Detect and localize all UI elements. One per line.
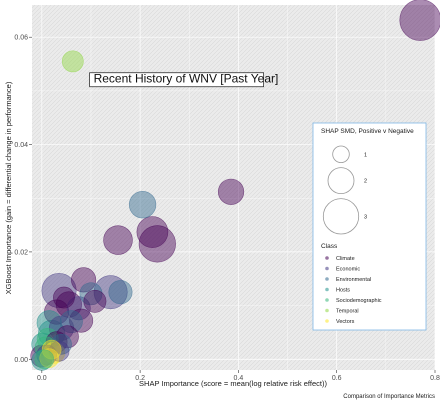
data-points	[30, 0, 440, 371]
data-point	[61, 50, 84, 73]
x-tick-label: 0.8	[430, 375, 440, 382]
x-tick-label: 0.6	[332, 375, 342, 382]
x-tick-label: 0.4	[234, 375, 244, 382]
data-point	[69, 308, 94, 333]
data-point	[66, 296, 91, 321]
data-point	[71, 267, 97, 293]
class-legend-label: Hosts	[336, 288, 350, 294]
class-legend-swatch	[325, 298, 329, 302]
data-point	[128, 191, 157, 219]
chart-caption: Comparison of Importance Metrics	[343, 394, 435, 400]
y-tick-label: 0.02	[14, 249, 28, 256]
x-axis-title: SHAP Importance (score = mean(log relati…	[139, 379, 327, 388]
class-legend-swatch	[325, 256, 329, 260]
data-point	[53, 286, 75, 309]
data-point	[34, 349, 55, 370]
data-point	[217, 178, 245, 205]
data-point	[41, 339, 62, 360]
y-tick-label: 0.04	[14, 142, 28, 149]
class-legend-swatch	[325, 319, 329, 323]
y-tick-label: 0.06	[14, 35, 28, 42]
size-legend-title: SHAP SMD, Positive v Negative	[321, 128, 414, 135]
data-point	[79, 282, 103, 306]
data-point	[93, 275, 128, 310]
class-legend-label: Economic	[336, 267, 360, 273]
data-point	[108, 280, 133, 305]
class-legend-label: Temporal	[336, 309, 359, 315]
class-legend-swatch	[325, 308, 329, 313]
x-tick-label: 0.2	[135, 375, 145, 382]
data-point	[83, 289, 107, 313]
annotation-box	[89, 72, 265, 88]
size-legend-label: 2	[364, 179, 367, 185]
class-legend-label: Vectors	[336, 319, 355, 325]
data-point	[399, 0, 440, 41]
y-axis-ticks: 0.00 0.02 0.04 0.06	[14, 35, 32, 364]
y-axis-title: XGBoost Importance (gain = differential …	[4, 81, 13, 294]
class-legend-swatch	[325, 277, 329, 281]
class-legend-title: Class	[321, 243, 338, 250]
size-legend-label: 1	[364, 152, 367, 158]
class-legend-swatch	[325, 287, 329, 292]
y-tick-label: 0.00	[14, 357, 28, 364]
class-legend-label: Environmental	[336, 277, 371, 283]
class-legend-keys: Climate Economic Environmental Hosts Sociode…	[325, 256, 382, 325]
data-point	[55, 325, 79, 349]
data-point	[138, 225, 176, 263]
data-point	[36, 327, 59, 350]
class-legend-swatch	[325, 266, 329, 271]
x-tick-label: 0.0	[37, 375, 47, 382]
x-axis-ticks: 0.0 0.2 0.4 0.6 0.8	[37, 370, 440, 382]
data-point	[59, 310, 83, 334]
annotation-label: Recent History of WNV [Past Year]	[89, 72, 279, 88]
data-point	[44, 299, 70, 325]
size-legend-keys: 1 2 3	[322, 145, 367, 235]
data-point	[136, 216, 169, 248]
size-legend-label: 3	[364, 214, 367, 220]
data-point	[103, 225, 133, 255]
class-legend-label: Sociodemographic	[336, 298, 382, 304]
legend: SHAP SMD, Positive v Negative 123 Class …	[312, 122, 427, 331]
size-legend-circle	[327, 167, 355, 195]
data-point	[41, 273, 77, 309]
annotation-text: Recent History of WNV [Past Year]	[94, 72, 279, 86]
class-legend-label: Climate	[336, 256, 355, 262]
size-legend-circle	[322, 198, 360, 235]
size-legend-circle	[332, 145, 350, 164]
